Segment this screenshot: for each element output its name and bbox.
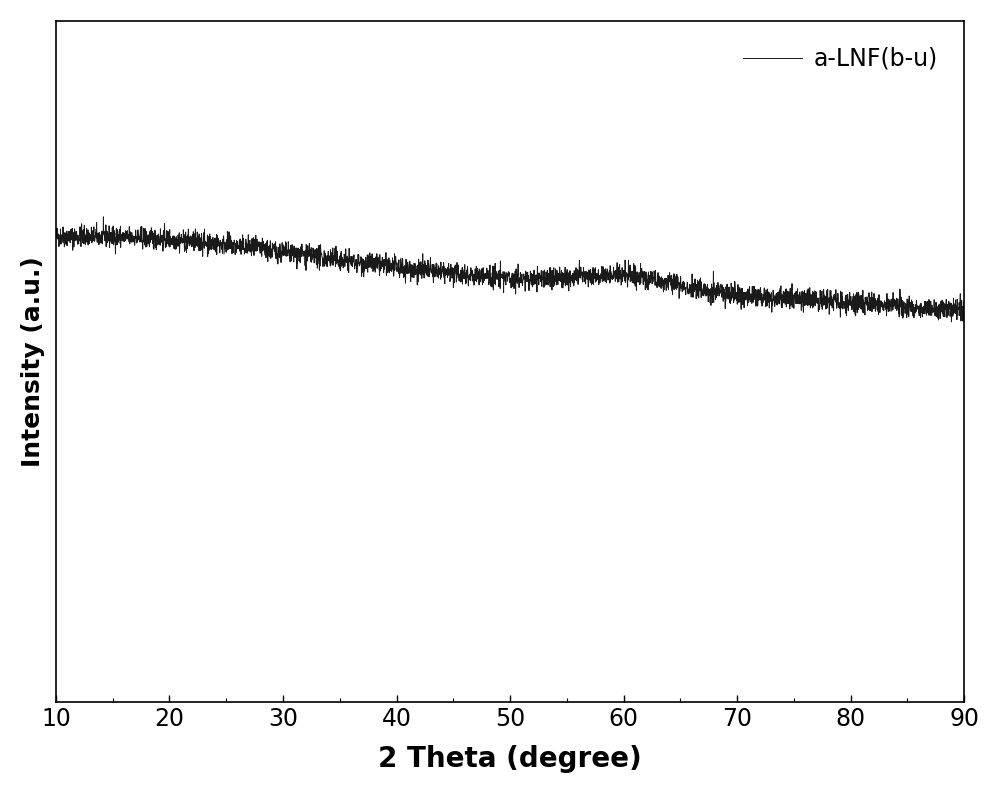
a-LNF(b-u): [97, 212, 109, 222]
a-LNF(b-u): [50, 229, 62, 239]
Legend: a-LNF(b-u): a-LNF(b-u): [729, 33, 952, 85]
a-LNF(b-u): [958, 304, 970, 314]
a-LNF(b-u): [439, 264, 451, 273]
a-LNF(b-u): [432, 268, 444, 277]
a-LNF(b-u): [930, 303, 942, 312]
a-LNF(b-u): [885, 295, 897, 304]
Line: a-LNF(b-u): a-LNF(b-u): [56, 217, 964, 322]
a-LNF(b-u): [710, 289, 722, 299]
a-LNF(b-u): [482, 273, 494, 283]
a-LNF(b-u): [945, 317, 957, 326]
Y-axis label: Intensity (a.u.): Intensity (a.u.): [21, 256, 45, 467]
X-axis label: 2 Theta (degree): 2 Theta (degree): [378, 745, 642, 773]
